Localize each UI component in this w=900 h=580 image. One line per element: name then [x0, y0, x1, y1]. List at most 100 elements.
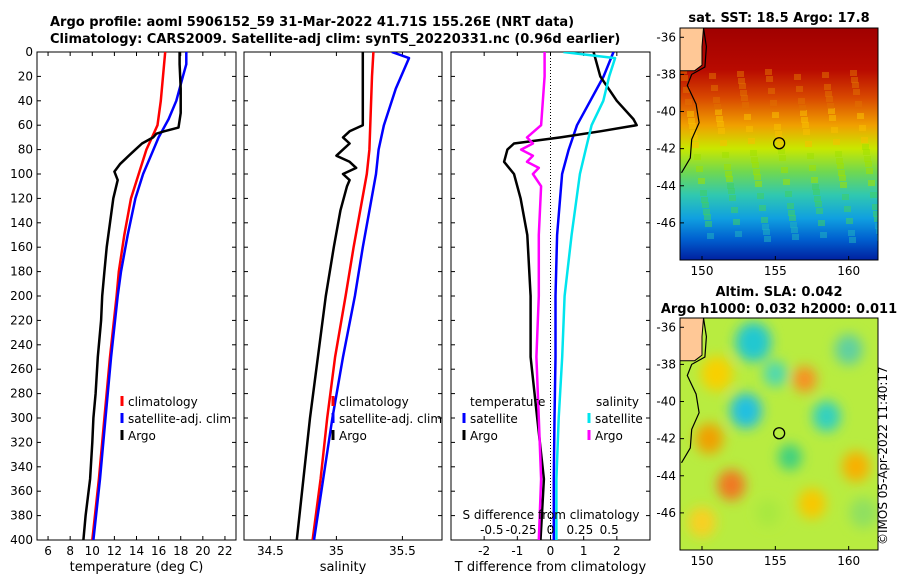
- sst-pixel: [711, 85, 718, 91]
- temperature-xtick-label: 16: [151, 544, 166, 558]
- sst-pixel: [687, 111, 694, 117]
- sst-pixel: [727, 183, 734, 189]
- sst-pixel: [813, 189, 820, 195]
- sla-anomaly-blob: [792, 366, 817, 393]
- sst-pixel: [851, 77, 858, 83]
- sst-pixel: [774, 124, 781, 130]
- salinity-axes-box: [243, 51, 443, 541]
- temperature-xtick-label: 6: [44, 544, 52, 558]
- sst-pixel: [836, 158, 843, 164]
- sst-pixel: [864, 156, 871, 162]
- temperature-xtick-label: 8: [66, 544, 74, 558]
- sst_map-field: [680, 28, 878, 260]
- temperature-ytick-label: 200: [10, 289, 33, 303]
- sst-pixel: [801, 117, 808, 123]
- sla_map-ytick-label: -40: [656, 395, 676, 409]
- sst-pixel: [837, 163, 844, 169]
- sst-pixel: [852, 82, 859, 88]
- sst-pixel: [812, 184, 819, 190]
- sla-anomaly-blob: [778, 444, 802, 471]
- figure-title-line1: Argo profile: aoml 5906152_59 31-Mar-202…: [50, 15, 575, 30]
- sst-pixel: [776, 136, 783, 142]
- sst-pixel: [701, 197, 708, 203]
- sst-pixel: [824, 84, 831, 90]
- sst-pixel: [850, 70, 857, 76]
- sst-pixel: [789, 215, 796, 221]
- temperature-ytick-label: 380: [10, 509, 33, 523]
- sst-pixel: [690, 130, 697, 136]
- difference-legend-salinity-title: salinity: [596, 395, 639, 409]
- sst-pixel: [866, 168, 873, 174]
- difference-xtick-label: 2: [613, 544, 621, 558]
- sst-pixel: [865, 161, 872, 167]
- figure-title-line2: Climatology: CARS2009. Satellite-adj cli…: [50, 32, 621, 47]
- sst-pixel: [752, 162, 759, 168]
- copyright-credit: ©IMOS 05-Apr-2022 11:40:17: [876, 366, 890, 545]
- temperature-legend-satellite-label: satellite-adj. clim: [128, 412, 231, 426]
- difference-s-tick-label: 0: [547, 523, 555, 537]
- temperature-xtick-label: 18: [173, 544, 188, 558]
- sla_map-ytick-label: -36: [656, 320, 676, 334]
- sst-pixel: [874, 216, 878, 222]
- sst-pixel: [853, 89, 860, 95]
- sst_map-ytick-label: -40: [656, 105, 676, 119]
- temperature-xtick-label: 14: [129, 544, 144, 558]
- sst-pixel: [872, 204, 878, 210]
- sst-pixel: [768, 88, 775, 94]
- sst-pixel: [714, 104, 721, 110]
- sst-pixel: [735, 231, 742, 237]
- sla-anomaly-blob: [735, 322, 772, 362]
- sla_map-ytick-label: -46: [656, 506, 676, 520]
- temperature-ytick-label: 240: [10, 338, 33, 352]
- sst-pixel: [746, 126, 753, 132]
- sst-pixel: [700, 190, 707, 196]
- sst_map-panel: -36 -38 -40 -42 -44 -46 150 155 160 sat. SST: 18.…: [656, 11, 879, 278]
- sst-pixel: [716, 116, 723, 122]
- sst-pixel: [777, 143, 784, 149]
- difference-series-sal-argo: [519, 52, 546, 540]
- sst-pixel: [861, 137, 868, 143]
- sst-pixel: [722, 152, 729, 158]
- sst-pixel: [863, 149, 870, 155]
- sst-pixel: [799, 105, 806, 111]
- sst_map-ytick-label: -36: [656, 30, 676, 44]
- temperature-legend-climatology-label: climatology: [128, 395, 198, 409]
- sst-pixel: [733, 219, 740, 225]
- sst-pixel: [741, 95, 748, 101]
- sst-pixel: [717, 121, 724, 127]
- sla_map-panel: -36 -38 -40 -42 -44 -46 150 155 160 Altim. SLA: 0…: [656, 285, 897, 568]
- salinity-series-climatology: [311, 52, 375, 540]
- sst-pixel: [715, 109, 722, 115]
- difference-series-temp-satellite: [552, 52, 615, 540]
- temperature-legend-argo-label: Argo: [128, 429, 156, 443]
- sst-pixel: [698, 178, 705, 184]
- sla-anomaly-blob: [812, 400, 841, 432]
- temperature-ytick-label: 340: [10, 460, 33, 474]
- temperature-series-argo: [82, 52, 182, 540]
- sla-anomaly-blob: [688, 506, 716, 538]
- sst-pixel: [754, 174, 761, 180]
- sst-pixel: [761, 217, 768, 223]
- temperature-ytick-label: 260: [10, 362, 33, 376]
- difference-legend-temp-argo-label: Argo: [470, 429, 498, 443]
- sst-pixel: [764, 236, 771, 242]
- sst-pixel: [849, 237, 856, 243]
- sst_map-ytick-label: -42: [656, 142, 676, 156]
- sst-pixel: [724, 164, 731, 170]
- sst_map-ytick-label: -38: [656, 67, 676, 81]
- sst-pixel: [802, 122, 809, 128]
- sst-pixel: [838, 170, 845, 176]
- sst-pixel: [728, 188, 735, 194]
- difference-xtick-label: 0: [547, 544, 555, 558]
- sst-pixel: [781, 167, 788, 173]
- sst-pixel: [702, 202, 709, 208]
- temperature-ytick-label: 280: [10, 387, 33, 401]
- difference-xlabel: T difference from climatology: [454, 560, 647, 575]
- difference-legend-temperature-title: temperature: [470, 395, 545, 409]
- sst_map-ytick-label: -46: [656, 216, 676, 230]
- difference-s-tick-label: -0.5: [480, 523, 503, 537]
- temperature-ytick-label: 100: [10, 167, 33, 181]
- temperature-ytick-label: 40: [18, 94, 33, 108]
- sst_map-xtick-label: 160: [837, 264, 860, 278]
- sst_map-land: [680, 28, 705, 72]
